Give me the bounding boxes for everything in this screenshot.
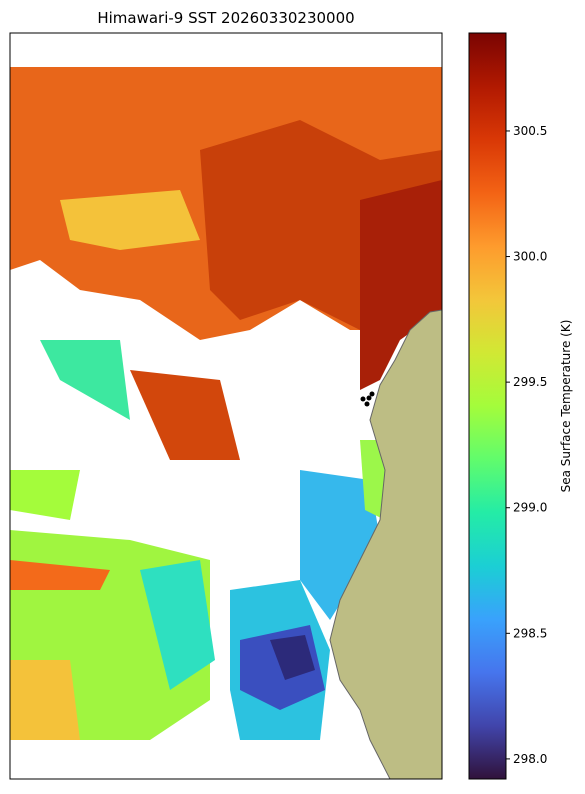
tick-label: 299.5 <box>513 375 547 389</box>
sst-cool-patch <box>300 470 380 620</box>
sst-hottest-area <box>360 180 442 390</box>
station-dot <box>369 391 375 397</box>
tick-label: 298.0 <box>513 752 547 766</box>
land <box>329 309 442 779</box>
station-dot <box>364 401 370 407</box>
sst-warm-patch <box>130 370 240 460</box>
sst-mild-patch <box>10 660 80 740</box>
sst-cool-patch <box>140 560 215 690</box>
station-dot <box>366 395 372 401</box>
colorbar-label: Sea Surface Temperature (K) <box>559 320 573 493</box>
station-dot <box>360 396 366 402</box>
sst-cool-patch <box>40 340 130 420</box>
title: Himawari-9 SST 20260330230000 <box>97 9 354 27</box>
colorbar-scale <box>468 32 507 780</box>
sst-field <box>10 67 442 779</box>
tick-label: 300.0 <box>513 250 547 264</box>
sst-mild-area <box>60 190 200 250</box>
tick-label: 299.0 <box>513 501 547 515</box>
sst-coldest-patch <box>270 635 315 680</box>
map-frame <box>9 32 443 780</box>
sst-mid-patch <box>10 470 80 520</box>
tick-label: 298.5 <box>513 626 547 640</box>
sst-warm-strip <box>10 560 110 590</box>
tick-label: 300.5 <box>513 124 547 138</box>
colorbar: 298.0 298.5 299.0 299.5 300.0 300.5 <box>468 32 547 780</box>
